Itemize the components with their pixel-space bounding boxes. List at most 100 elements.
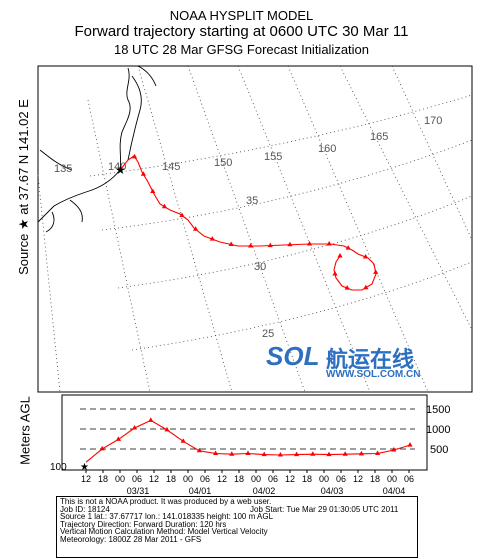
info-disclaimer: This is not a NOAA product. It was produ… [60, 497, 272, 506]
lon-label-160: 160 [318, 143, 336, 155]
time-tick-label: 00 [319, 474, 329, 484]
lat-label-35: 35 [246, 195, 258, 207]
lon-label-170: 170 [424, 115, 442, 127]
altitude-start-star-icon: ★ [80, 462, 89, 473]
altitude-point [164, 426, 170, 432]
trajectory-point [150, 188, 156, 194]
altitude-point [342, 451, 348, 456]
date-label: 04/03 [321, 486, 344, 496]
altitude-point [132, 425, 138, 430]
longitude-lines [37, 65, 473, 393]
trajectory-point [362, 254, 369, 259]
date-label: 04/02 [253, 486, 276, 496]
time-tick-label: 06 [200, 474, 210, 484]
altitude-point [294, 451, 300, 457]
alt-start-value: 100 [50, 462, 67, 473]
header-forecast-init: 18 UTC 28 Mar GFSG Forecast Initializati… [113, 42, 370, 57]
altitude-point [277, 451, 283, 457]
altitude-point [391, 447, 397, 452]
altitude-gridlines [80, 408, 415, 450]
altitude-point [115, 436, 121, 441]
altitude-point [213, 450, 219, 455]
altitude-chart-frame [61, 394, 428, 471]
lon-label-140: 140 [108, 161, 126, 173]
time-tick-label: 00 [387, 474, 397, 484]
watermark-url: WWW.SOL.COM.CN [326, 369, 421, 380]
altitude-point [261, 451, 267, 457]
altitude-point [196, 447, 202, 453]
map-area: 135 140 145 150 155 160 165 170 35 30 25… [37, 65, 473, 393]
latitude-lines [89, 94, 473, 351]
trajectory-point [140, 171, 146, 176]
info-source: Source 1 lat.: 37.67717 lon.: 141.018335… [60, 512, 274, 522]
time-tick-label: 00 [115, 474, 125, 484]
trajectory-markers [131, 153, 379, 290]
alt-tick-500: 500 [430, 444, 448, 456]
time-tick-label: 12 [217, 474, 227, 484]
altitude-point [180, 438, 186, 443]
source-star-icon: ★ [115, 163, 126, 177]
trajectory-point [345, 245, 351, 250]
time-tick-label: 06 [404, 474, 414, 484]
trajectory-path [120, 155, 377, 291]
trajectory-point [131, 153, 138, 159]
trajectory-point [373, 269, 379, 274]
trajectory-point [248, 243, 254, 248]
time-tick-label: 00 [183, 474, 193, 484]
time-tick-label: 00 [251, 474, 261, 484]
trajectory-point [332, 271, 338, 276]
date-label: 04/01 [189, 486, 212, 496]
trajectory-point [267, 242, 273, 248]
info-meteorology: Meteorology: 1800Z 28 Mar 2011 - GFS [60, 534, 202, 544]
date-axis-labels: 03/31 04/01 04/02 04/03 04/04 [127, 486, 406, 496]
time-tick-label: 06 [268, 474, 278, 484]
altitude-point [326, 451, 332, 457]
time-tick-label: 18 [98, 474, 108, 484]
map-frame [37, 65, 473, 393]
job-info-box: This is not a NOAA product. It was produ… [56, 496, 418, 558]
header-trajectory-title: Forward trajectory starting at 0600 UTC … [74, 23, 409, 40]
altitude-point [358, 450, 364, 456]
info-job-start: Job Start: Tue Mar 29 01:30:05 UTC 2011 [250, 504, 399, 514]
time-tick-label: 18 [370, 474, 380, 484]
trajectory-point [209, 236, 215, 241]
alt-tick-1500: 1500 [426, 404, 450, 416]
japan-coastline [37, 65, 157, 233]
altitude-point [375, 450, 381, 455]
lon-label-165: 165 [370, 131, 388, 143]
trajectory-point [179, 212, 185, 217]
alt-tick-1000: 1000 [426, 424, 450, 436]
altitude-markers [99, 417, 413, 457]
date-label: 04/04 [383, 486, 406, 496]
trajectory-point [337, 253, 343, 258]
trajectory-point [306, 241, 313, 246]
trajectory-point [287, 241, 293, 247]
time-tick-label: 06 [336, 474, 346, 484]
lon-label-155: 155 [264, 151, 282, 163]
time-tick-label: 18 [302, 474, 312, 484]
trajectory-point [344, 285, 350, 290]
altitude-point [99, 445, 105, 451]
lon-label-145: 145 [162, 161, 180, 173]
trajectory-point [363, 284, 369, 290]
info-vertical-motion: Vertical Motion Calculation Method: Mode… [60, 527, 268, 537]
sol-watermark: SOL 航运在线 WWW.SOL.COM.CN [264, 340, 464, 390]
time-tick-label: 12 [81, 474, 91, 484]
lon-label-150: 150 [214, 157, 232, 169]
trajectory-point [228, 241, 234, 246]
time-tick-label: 06 [132, 474, 142, 484]
time-axis-ticks: 12 18 00 06 12 18 00 06 12 18 00 06 12 18 00 06 12 18 00 06 [81, 470, 414, 484]
trajectory-point [326, 241, 332, 246]
altitude-point [229, 451, 235, 456]
altitude-point [245, 450, 251, 455]
time-tick-label: 12 [285, 474, 295, 484]
lat-label-25: 25 [262, 328, 274, 340]
date-label: 03/31 [127, 486, 150, 496]
watermark-chinese: 航运在线 [326, 348, 415, 373]
info-job-id: Job ID: 18124 [60, 504, 110, 514]
header-model-title: NOAA HYSPLIT MODEL [169, 8, 314, 23]
watermark-brand: SOL [266, 341, 320, 371]
time-tick-label: 18 [234, 474, 244, 484]
time-tick-label: 12 [149, 474, 159, 484]
lat-label-30: 30 [254, 261, 266, 273]
